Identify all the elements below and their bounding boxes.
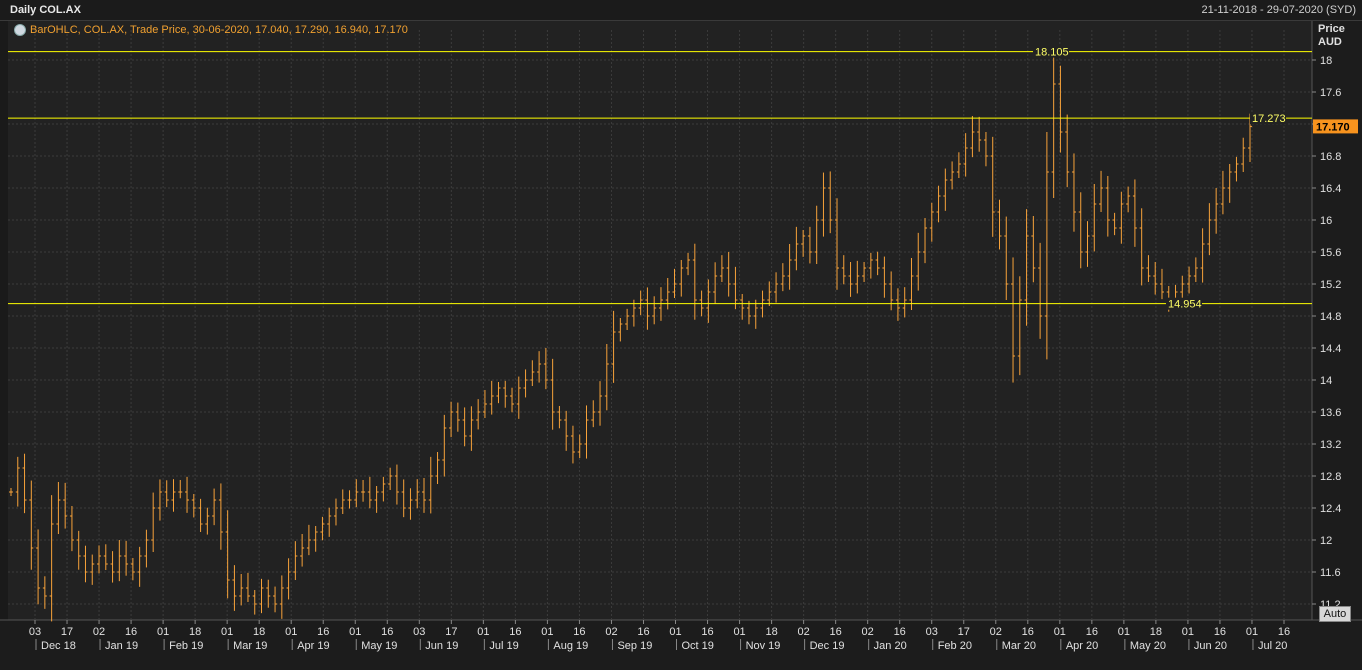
legend-text: BarOHLC, COL.AX, Trade Price, 30-06-2020…: [30, 24, 408, 36]
y-tick-label: 18: [1320, 55, 1332, 67]
month-tick-label: Jul 19: [489, 640, 518, 652]
y-tick-label: 14: [1320, 375, 1332, 387]
month-tick-label: May 19: [361, 640, 397, 652]
month-tick-label: Dec 19: [810, 640, 845, 652]
month-tick-label: Oct 19: [682, 640, 714, 652]
y-tick-label: 12: [1320, 535, 1332, 547]
day-tick-label: 16: [701, 626, 713, 638]
day-tick-label: 01: [157, 626, 169, 638]
month-tick-label: May 20: [1130, 640, 1166, 652]
day-tick-label: 18: [253, 626, 265, 638]
reference-label: 14.954: [1168, 299, 1202, 311]
y-tick-label: 13.6: [1320, 407, 1341, 419]
day-tick-label: 03: [29, 626, 41, 638]
y-tick-label: 15.6: [1320, 247, 1341, 259]
day-tick-label: 16: [573, 626, 585, 638]
month-tick-label: Jun 19: [425, 640, 458, 652]
day-tick-label: 02: [605, 626, 617, 638]
day-tick-label: 03: [413, 626, 425, 638]
plot-area: [8, 21, 1312, 620]
day-tick-label: 01: [477, 626, 489, 638]
day-tick-label: 16: [637, 626, 649, 638]
date-range: 21-11-2018 - 29-07-2020 (SYD): [1201, 4, 1357, 16]
day-tick-label: 01: [349, 626, 361, 638]
month-tick-label: Aug 19: [553, 640, 588, 652]
chart-title: Daily COL.AX: [10, 4, 81, 16]
day-tick-label: 01: [733, 626, 745, 638]
reference-label-bg: [1250, 112, 1286, 125]
day-tick-label: 01: [541, 626, 553, 638]
day-tick-label: 02: [990, 626, 1002, 638]
day-tick-label: 01: [285, 626, 297, 638]
currency-label: AUD: [1318, 36, 1342, 48]
day-tick-label: 01: [1054, 626, 1066, 638]
day-tick-label: 18: [1150, 626, 1162, 638]
month-tick-label: Apr 20: [1066, 640, 1098, 652]
reference-label: 17.273: [1252, 113, 1286, 125]
day-tick-label: 18: [189, 626, 201, 638]
y-tick-label: 13.2: [1320, 439, 1341, 451]
y-tick-label: 12.8: [1320, 471, 1341, 483]
month-tick-label: Dec 18: [41, 640, 76, 652]
day-tick-label: 03: [926, 626, 938, 638]
y-tick-label: 14.4: [1320, 343, 1341, 355]
y-tick-label: 16.4: [1320, 183, 1341, 195]
y-tick-label: 16.8: [1320, 151, 1341, 163]
day-tick-label: 17: [958, 626, 970, 638]
day-tick-label: 01: [221, 626, 233, 638]
y-tick-label: 16: [1320, 215, 1332, 227]
day-tick-label: 16: [381, 626, 393, 638]
y-tick-label: 14.8: [1320, 311, 1341, 323]
day-tick-label: 18: [765, 626, 777, 638]
month-tick-label: Sep 19: [617, 640, 652, 652]
reference-label: 18.105: [1035, 47, 1069, 59]
month-tick-label: Apr 19: [297, 640, 329, 652]
day-tick-label: 01: [1182, 626, 1194, 638]
day-tick-label: 16: [1214, 626, 1226, 638]
month-tick-label: Feb 19: [169, 640, 203, 652]
y-tick-label: 15.2: [1320, 279, 1341, 291]
day-tick-label: 16: [894, 626, 906, 638]
day-tick-label: 02: [797, 626, 809, 638]
title-bar: Daily COL.AX 21-11-2018 - 29-07-2020 (SY…: [0, 0, 1362, 21]
day-tick-label: 16: [1086, 626, 1098, 638]
day-tick-label: 16: [1022, 626, 1034, 638]
day-tick-label: 01: [1118, 626, 1130, 638]
time-axis: [0, 620, 1362, 670]
series-icon: [14, 24, 26, 36]
day-tick-label: 16: [317, 626, 329, 638]
reference-label-bg: [1166, 297, 1202, 310]
last-price-marker: [1313, 119, 1358, 134]
reference-label-bg: [1033, 45, 1069, 58]
day-tick-label: 16: [1278, 626, 1290, 638]
day-tick-label: 01: [1246, 626, 1258, 638]
day-tick-label: 16: [125, 626, 137, 638]
last-price-label: 17.170: [1316, 121, 1350, 133]
day-tick-label: 17: [61, 626, 73, 638]
month-tick-label: Mar 20: [1002, 640, 1036, 652]
y-tick-label: 17.6: [1320, 87, 1341, 99]
month-tick-label: Jun 20: [1194, 640, 1227, 652]
day-tick-label: 16: [830, 626, 842, 638]
price-axis-header: Price AUD: [1318, 23, 1345, 49]
y-tick-label: 11.6: [1320, 567, 1341, 579]
day-tick-label: 01: [669, 626, 681, 638]
auto-scale-button[interactable]: Auto: [1319, 606, 1351, 622]
month-tick-label: Jan 20: [874, 640, 907, 652]
month-tick-label: Jul 20: [1258, 640, 1287, 652]
price-label: Price: [1318, 23, 1345, 35]
y-tick-label: 12.4: [1320, 503, 1341, 515]
day-tick-label: 17: [445, 626, 457, 638]
month-tick-label: Mar 19: [233, 640, 267, 652]
ohlc-bars: [9, 56, 1252, 622]
month-tick-label: Jan 19: [105, 640, 138, 652]
month-tick-label: Nov 19: [746, 640, 781, 652]
day-tick-label: 02: [862, 626, 874, 638]
day-tick-label: 02: [93, 626, 105, 638]
month-tick-label: Feb 20: [938, 640, 972, 652]
series-legend[interactable]: BarOHLC, COL.AX, Trade Price, 30-06-2020…: [14, 24, 408, 36]
day-tick-label: 16: [509, 626, 521, 638]
